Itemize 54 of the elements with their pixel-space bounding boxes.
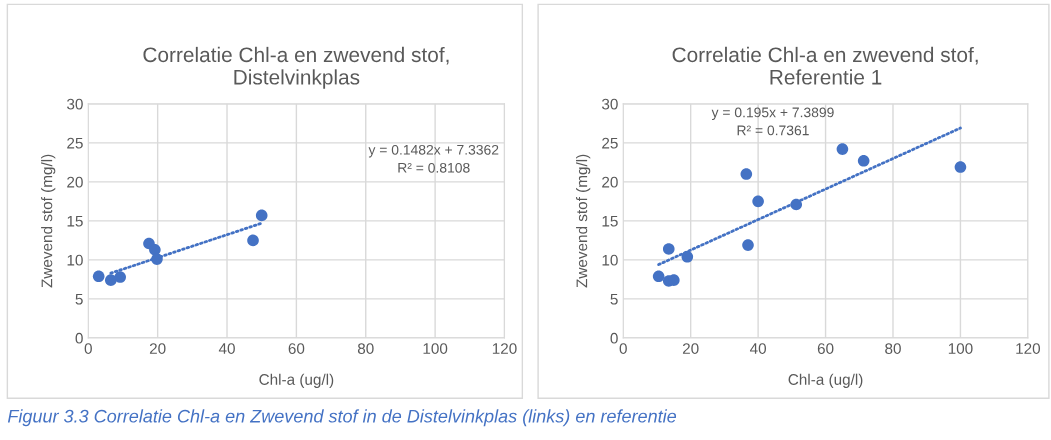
y-tick-label: 10 — [67, 254, 83, 266]
point — [681, 250, 694, 263]
point — [742, 239, 754, 251]
x-tick-label: 40 — [749, 343, 767, 354]
y-tick-label: 25 — [67, 137, 83, 149]
y-axis-title: Zwevend stof (mg/l) — [576, 154, 591, 288]
chart-title: Correlatie Chl-a en zwevend stof, Distelvinkplas — [143, 46, 449, 89]
x-tick-label: 80 — [357, 343, 374, 354]
y-tick-label: 20 — [602, 176, 618, 188]
x-tick-label: 20 — [682, 343, 699, 354]
annotation: y = 0.1482x + 7.3362 R² = 0.8108 — [368, 144, 499, 173]
x-tick-label: 0 — [619, 343, 627, 354]
y-tick-label: 5 — [610, 293, 618, 305]
point — [247, 234, 259, 247]
x-tick-label: 60 — [288, 343, 305, 354]
x-tick-label: 0 — [84, 343, 92, 354]
point — [790, 198, 803, 211]
x-axis-title: Chl-a (ug/l) — [259, 373, 334, 388]
y-tick-label: 0 — [610, 332, 618, 344]
y-tick-label: 10 — [602, 254, 618, 266]
y-axis-title: Zwevend stof (mg/l) — [41, 154, 56, 288]
point — [149, 243, 161, 256]
x-tick-label: 120 — [492, 343, 517, 354]
point — [752, 195, 764, 208]
y-tick-label: 25 — [602, 137, 618, 149]
point — [857, 154, 870, 167]
point — [105, 274, 117, 286]
y-tick-label: 15 — [67, 215, 83, 227]
point — [255, 209, 268, 222]
y-tick-label: 20 — [67, 176, 83, 188]
y-tick-label: 5 — [75, 293, 83, 305]
point — [92, 270, 105, 283]
x-tick-label: 80 — [885, 343, 901, 354]
x-tick-label: 60 — [817, 343, 834, 354]
x-tick-label: 40 — [218, 343, 235, 354]
point — [151, 253, 163, 265]
x-tick-label: 120 — [1016, 343, 1041, 354]
point — [114, 271, 126, 283]
chart-title: Correlatie Chl-a en zwevend stof, Referentie 1 — [672, 46, 978, 85]
y-tick-label: 30 — [601, 98, 618, 110]
text: Figuur 3.3 Correlatie Chl-a en Zwevend stof in de Distelvinkplas (links) en referentie — [7, 409, 677, 427]
y-tick-label: 15 — [602, 215, 618, 227]
point — [954, 161, 967, 173]
x-tick-label: 100 — [423, 343, 448, 354]
point — [740, 168, 753, 180]
x-tick-label: 100 — [948, 343, 973, 354]
x-axis-title: Chl-a (ug/l) — [788, 373, 863, 388]
annotation: y = 0.195x + 7.3899 R² = 0.7361 — [711, 107, 834, 136]
point — [652, 270, 665, 283]
y-tick-label: 0 — [75, 332, 83, 344]
point — [662, 243, 675, 255]
point — [836, 143, 849, 155]
y-tick-label: 30 — [67, 98, 83, 110]
x-tick-label: 20 — [149, 343, 166, 354]
